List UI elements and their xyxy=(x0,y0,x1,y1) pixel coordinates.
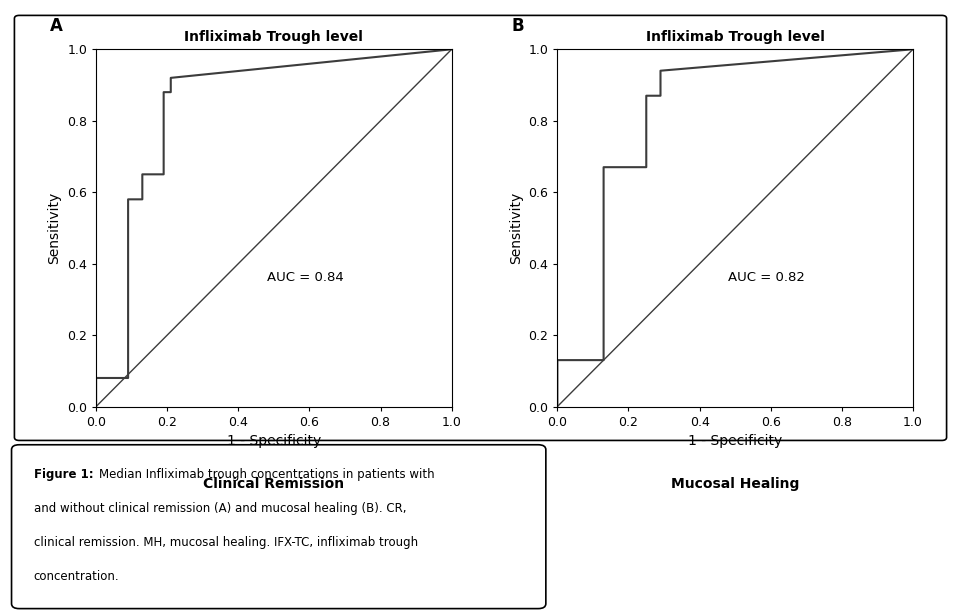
Title: Infliximab Trough level: Infliximab Trough level xyxy=(646,30,825,44)
Text: Mucosal Healing: Mucosal Healing xyxy=(671,477,800,492)
Text: AUC = 0.82: AUC = 0.82 xyxy=(728,272,805,285)
Text: Figure 1:: Figure 1: xyxy=(34,468,97,481)
Y-axis label: Sensitivity: Sensitivity xyxy=(508,192,523,264)
Text: clinical remission. MH, mucosal healing. IFX-TC, infliximab trough: clinical remission. MH, mucosal healing.… xyxy=(34,536,418,549)
Text: Median Infliximab trough concentrations in patients with: Median Infliximab trough concentrations … xyxy=(99,468,434,481)
Text: A: A xyxy=(50,17,62,35)
Text: AUC = 0.84: AUC = 0.84 xyxy=(267,272,343,285)
Text: B: B xyxy=(511,17,524,35)
Title: Infliximab Trough level: Infliximab Trough level xyxy=(185,30,363,44)
X-axis label: 1 - Specificity: 1 - Specificity xyxy=(688,434,782,448)
Text: and without clinical remission (A) and mucosal healing (B). CR,: and without clinical remission (A) and m… xyxy=(34,502,407,515)
X-axis label: 1 - Specificity: 1 - Specificity xyxy=(227,434,321,448)
Text: Clinical Remission: Clinical Remission xyxy=(204,477,344,492)
Text: concentration.: concentration. xyxy=(34,570,119,583)
Y-axis label: Sensitivity: Sensitivity xyxy=(47,192,62,264)
